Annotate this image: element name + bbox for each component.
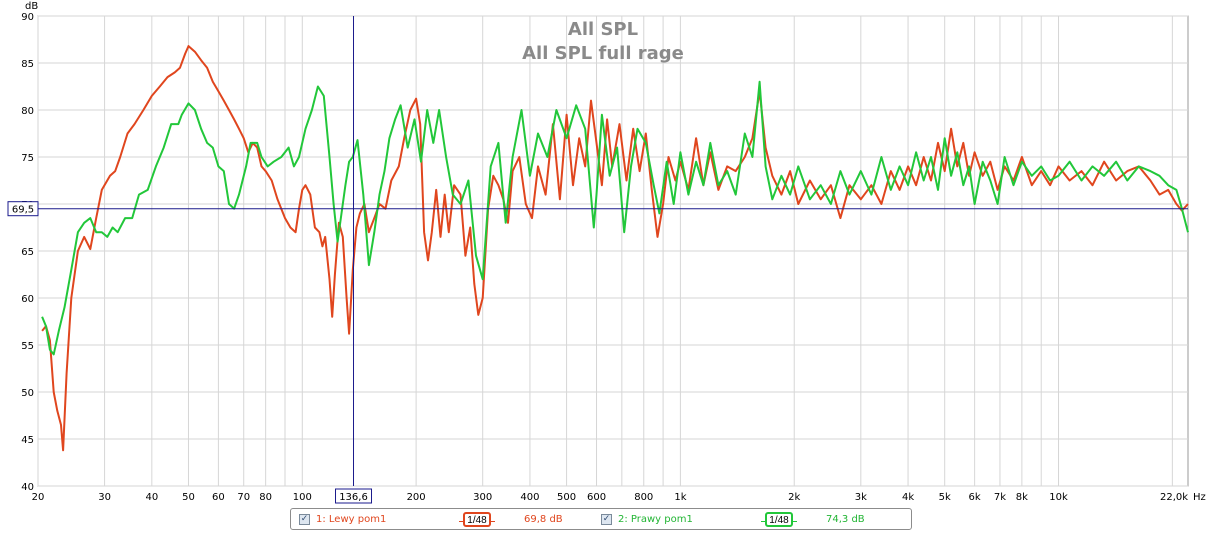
chart-subtitle: All SPL full rage <box>522 43 684 64</box>
series-1-cursor-value: 69,8 dB <box>524 514 563 525</box>
cursor-x-label: 136,6 <box>339 492 368 503</box>
series-line-2 <box>41 80 1189 356</box>
x-tick-label: 4k <box>902 492 914 503</box>
y-tick-label: 60 <box>21 294 34 305</box>
x-tick-label: 2k <box>788 492 800 503</box>
y-tick-label: 50 <box>21 388 34 399</box>
series-2-cursor-value: 74,3 dB <box>826 514 865 525</box>
x-tick-label: 100 <box>293 492 312 503</box>
x-tick-label: 40 <box>145 492 158 503</box>
spl-chart: 40 45 50 55 60 65 70 75 80 85 90 20 30 40 50 60 70 80 100… <box>7 1 1206 504</box>
x-tick-label: 5k <box>939 492 951 503</box>
chart-title: All SPL <box>568 19 638 40</box>
x-tick-label: 300 <box>473 492 492 503</box>
y-tick-label: 85 <box>21 59 34 70</box>
series-line-1 <box>41 45 1189 452</box>
series-1-checkbox[interactable]: ✓ <box>299 514 310 525</box>
x-tick-label: 22,0k <box>1160 492 1188 503</box>
series-lines <box>41 45 1189 452</box>
x-tick-label: 400 <box>520 492 539 503</box>
y-tick-label: 45 <box>21 435 34 446</box>
grid <box>37 15 1188 487</box>
x-tick-label: 70 <box>237 492 250 503</box>
y-tick-label: 80 <box>21 106 34 117</box>
series-2-name: 2: Prawy pom1 <box>618 514 693 525</box>
cursor-y-box <box>7 201 39 217</box>
x-tick-label: 6k <box>969 492 981 503</box>
cursor-y-label: 69,5 <box>12 205 34 216</box>
x-tick-label: 80 <box>259 492 272 503</box>
x-axis-unit: Hz <box>1193 492 1206 503</box>
y-axis-ticks: 4045505560657075808590 <box>21 12 34 493</box>
x-tick-label: 10k <box>1049 492 1068 503</box>
series-2-checkbox[interactable]: ✓ <box>601 514 612 525</box>
y-tick-label: 55 <box>21 341 34 352</box>
legend: ✓ 1: Lewy pom1 1/48 69,8 dB ✓ 2: Prawy p… <box>290 508 912 530</box>
x-tick-label: 500 <box>557 492 576 503</box>
y-tick-label: 65 <box>21 247 34 258</box>
y-tick-label: 40 <box>21 482 34 493</box>
x-tick-label: 8k <box>1016 492 1028 503</box>
x-tick-label: 20 <box>32 492 45 503</box>
series-1-name: 1: Lewy pom1 <box>316 514 387 525</box>
x-tick-label: 50 <box>182 492 195 503</box>
x-tick-label: 800 <box>634 492 653 503</box>
cursor-x-box <box>335 488 373 504</box>
x-tick-label: 600 <box>587 492 606 503</box>
x-tick-label: 200 <box>407 492 426 503</box>
x-tick-label: 30 <box>98 492 111 503</box>
y-tick-label: 75 <box>21 153 34 164</box>
y-axis-label: dB <box>25 1 38 12</box>
x-tick-label: 1k <box>674 492 686 503</box>
series-1-smoothing[interactable]: 1/48 <box>459 512 495 527</box>
cursor[interactable]: 136,6 69,5 <box>7 16 1188 504</box>
x-tick-label: 3k <box>855 492 867 503</box>
y-tick-label: 90 <box>21 12 34 23</box>
x-tick-label: 7k <box>994 492 1006 503</box>
x-axis-ticks: 20 30 40 50 60 70 80 100 200 300 400 500 600 800 1k 2k 3… <box>32 492 1189 503</box>
x-tick-label: 60 <box>212 492 225 503</box>
series-2-smoothing[interactable]: 1/48 <box>761 512 797 527</box>
